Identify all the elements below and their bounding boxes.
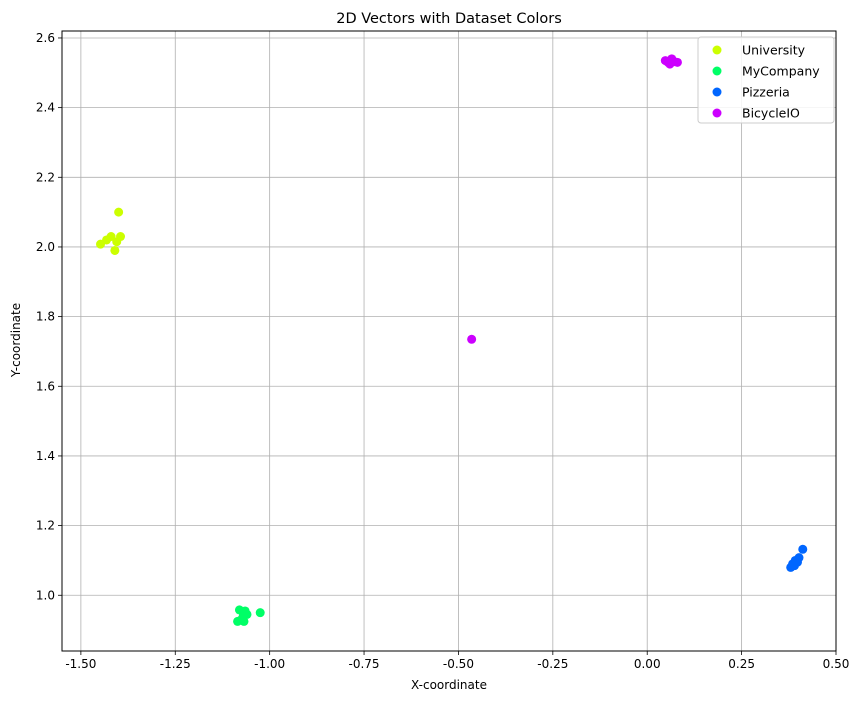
y-tick-label: 1.2 bbox=[36, 519, 55, 533]
legend-label: BicycleIO bbox=[742, 106, 800, 121]
legend-label: MyCompany bbox=[742, 64, 820, 79]
y-axis-label: Y-coordinate bbox=[9, 303, 23, 378]
grid-lines bbox=[62, 31, 837, 651]
y-tick-label: 2.2 bbox=[36, 170, 55, 184]
y-tick-label: 2.0 bbox=[36, 240, 55, 254]
x-tick-label: -0.25 bbox=[537, 657, 568, 671]
data-point-pizzeria bbox=[798, 544, 808, 554]
x-tick-label: -1.00 bbox=[254, 657, 285, 671]
x-tick-label: 0.25 bbox=[728, 657, 755, 671]
y-tick-label: 1.4 bbox=[36, 449, 55, 463]
legend-marker bbox=[712, 87, 722, 97]
x-axis-label: X-coordinate bbox=[411, 678, 487, 692]
x-tick-label: -0.50 bbox=[443, 657, 474, 671]
data-points bbox=[96, 54, 808, 626]
data-point-bicycleio bbox=[467, 334, 477, 344]
y-tick-label: 1.8 bbox=[36, 310, 55, 324]
x-tick-label: -0.75 bbox=[349, 657, 380, 671]
x-axis-ticks: -1.50 -1.25 -1.00 -0.75 -0.50 -0.25 0.00 0.25 0.… bbox=[65, 651, 849, 671]
x-tick-label: -1.25 bbox=[160, 657, 191, 671]
data-point-mycompany bbox=[255, 608, 265, 618]
legend-label: Pizzeria bbox=[742, 85, 790, 100]
legend-label: University bbox=[742, 43, 806, 58]
x-tick-label: -1.50 bbox=[65, 657, 96, 671]
y-axis-ticks: 1.0 1.2 1.4 1.6 1.8 2.0 2.2 2.4 2.6 bbox=[36, 31, 62, 602]
y-tick-label: 1.0 bbox=[36, 588, 55, 602]
y-tick-label: 2.6 bbox=[36, 31, 55, 45]
data-point-university bbox=[114, 207, 124, 217]
legend: University MyCompany Pizzeria BicycleIO bbox=[697, 36, 835, 124]
data-point-university bbox=[110, 245, 120, 255]
y-tick-label: 2.4 bbox=[36, 101, 55, 115]
y-tick-label: 1.6 bbox=[36, 379, 55, 393]
data-point-university bbox=[116, 232, 126, 242]
data-point-mycompany bbox=[242, 609, 252, 619]
plot-frame bbox=[61, 30, 837, 652]
legend-marker bbox=[712, 108, 722, 118]
data-point-university bbox=[106, 232, 116, 242]
data-point-pizzeria bbox=[794, 553, 804, 563]
legend-marker bbox=[712, 66, 722, 76]
x-tick-label: 0.00 bbox=[634, 657, 661, 671]
chart-title: 2D Vectors with Dataset Colors bbox=[336, 11, 562, 27]
legend-box bbox=[697, 36, 835, 124]
legend-marker bbox=[712, 45, 722, 55]
data-point-mycompany bbox=[239, 616, 249, 626]
x-tick-label: 0.50 bbox=[823, 657, 850, 671]
data-point-bicycleio bbox=[672, 57, 682, 67]
